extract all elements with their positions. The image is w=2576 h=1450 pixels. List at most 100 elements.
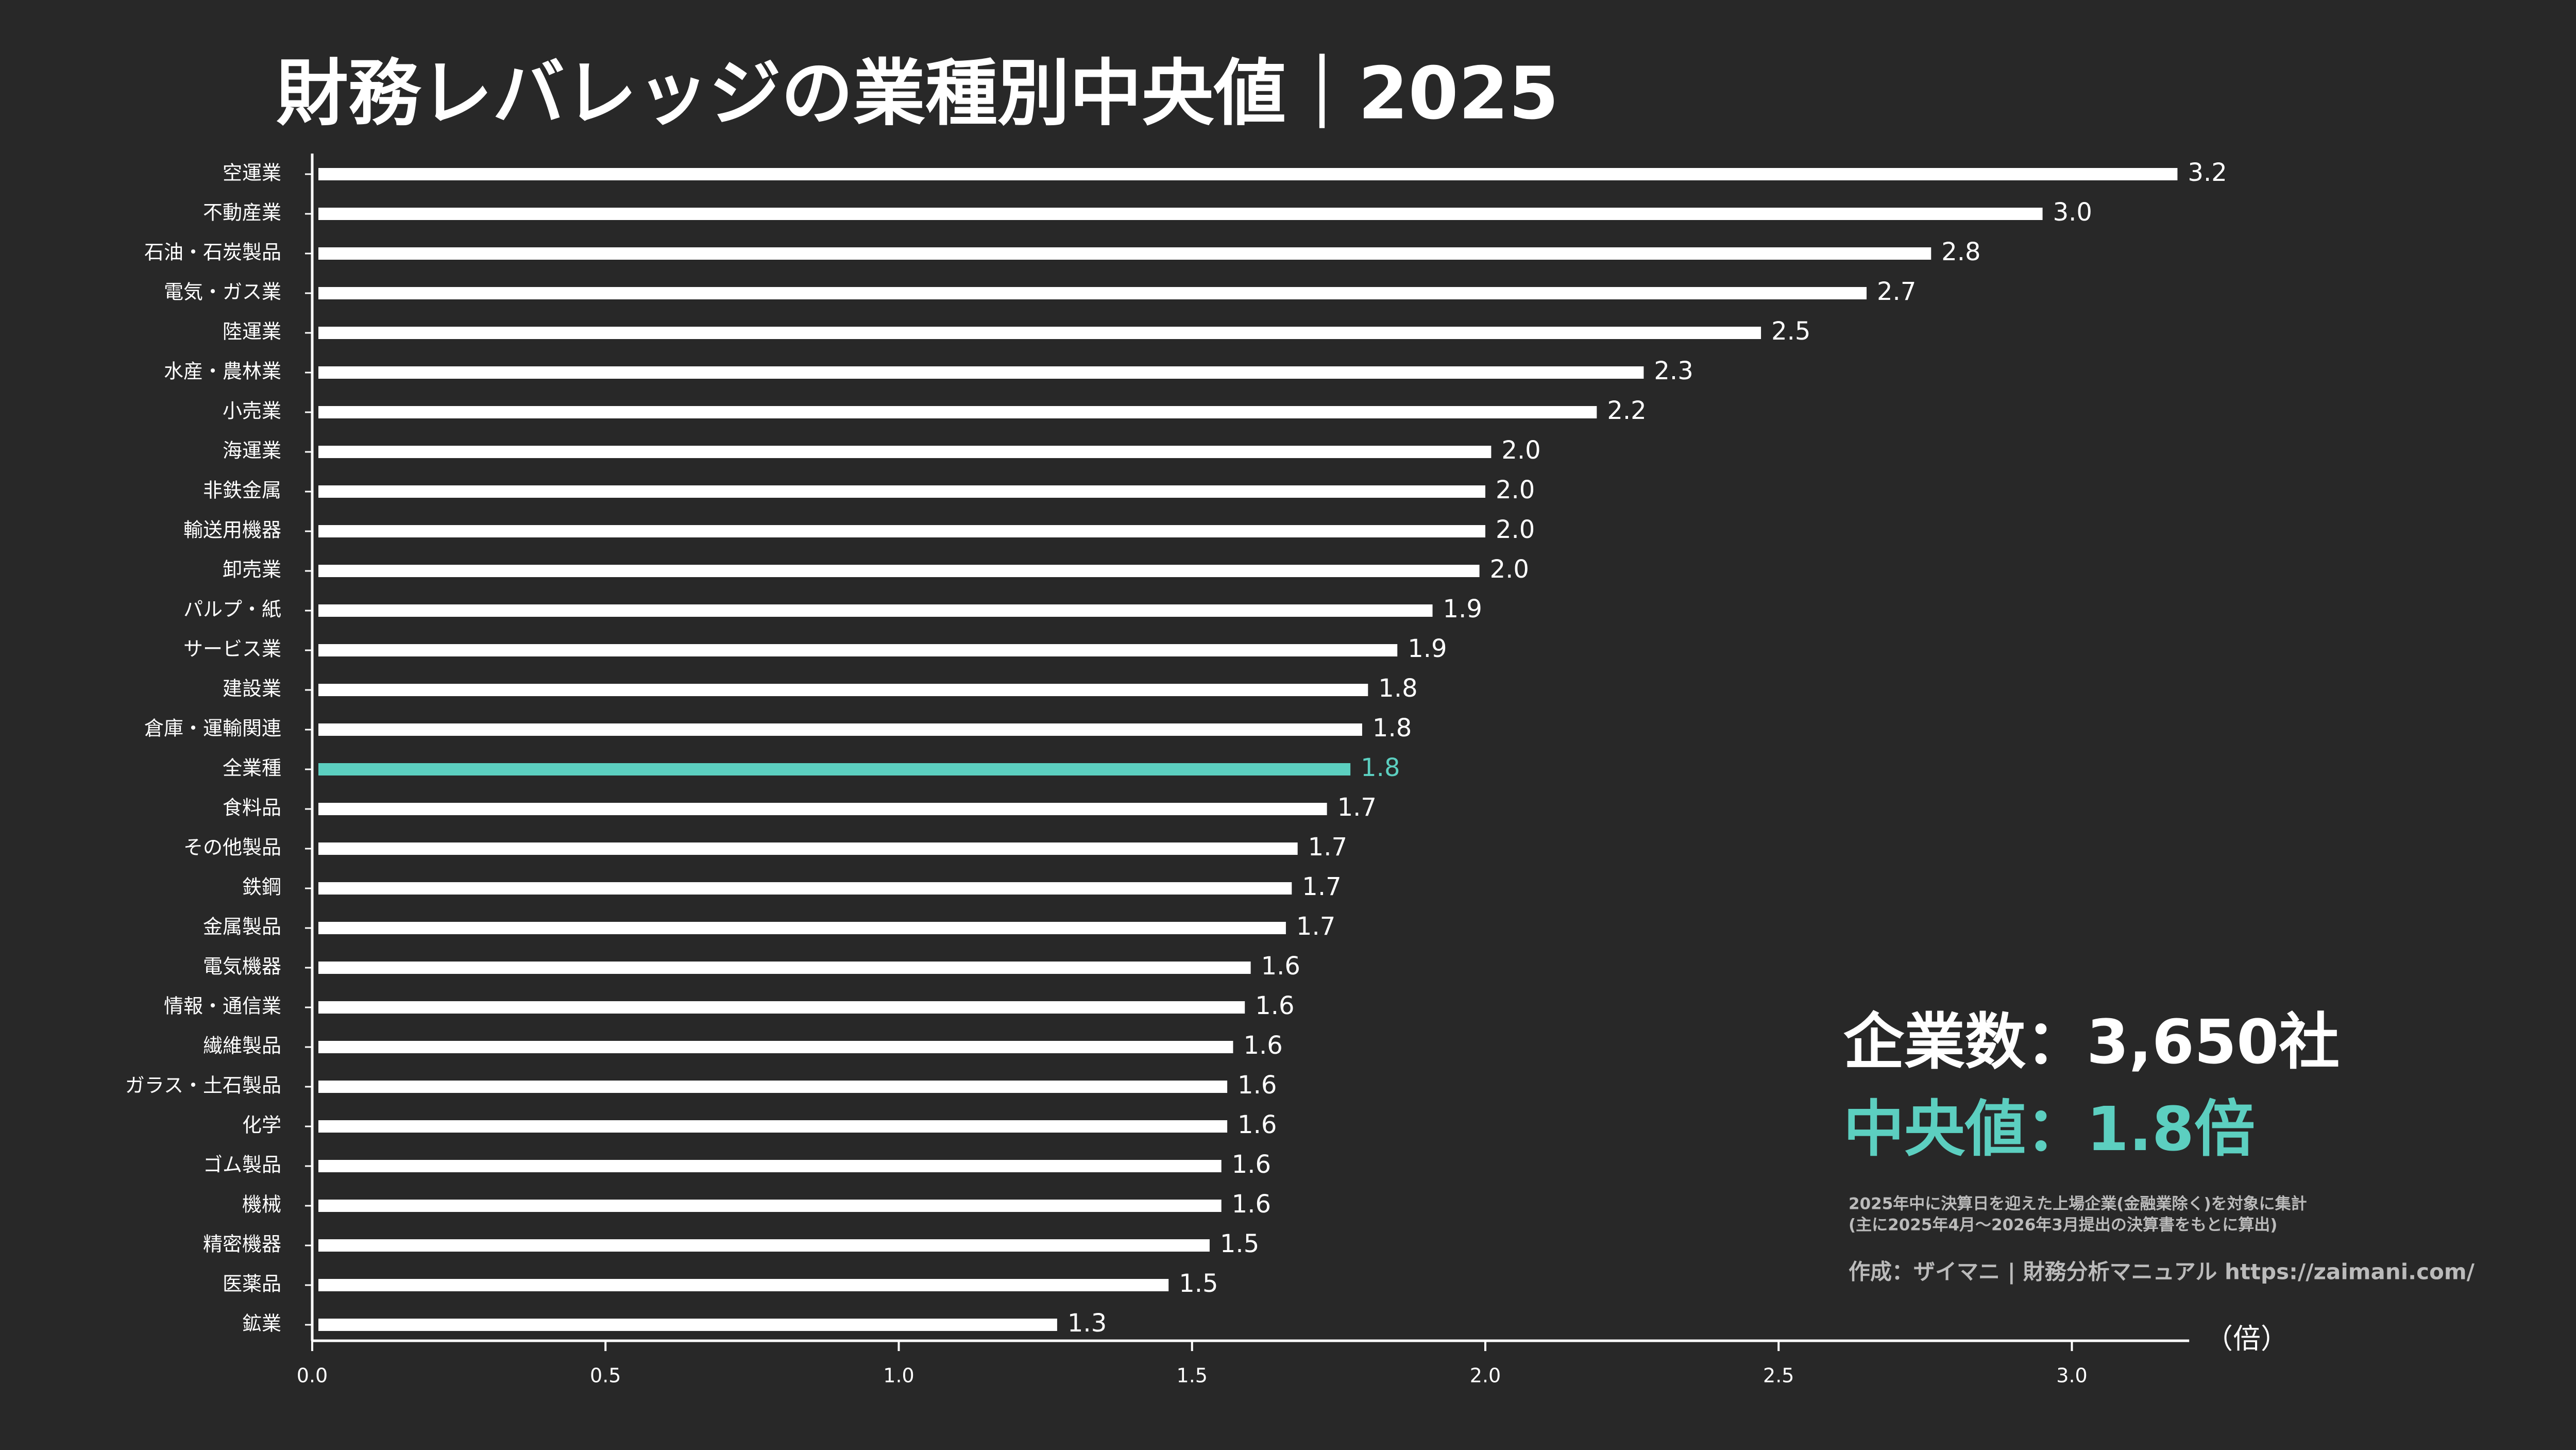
y-tick-label: 輸送用機器 (183, 519, 281, 542)
y-tick-label: 小売業 (223, 400, 281, 423)
x-tick-label: 1.5 (1177, 1364, 1208, 1387)
bar (318, 644, 1398, 656)
value-label: 1.7 (1337, 793, 1377, 822)
y-tick-label: 電気機器 (203, 955, 281, 978)
bar (318, 327, 1761, 339)
value-label: 1.5 (1179, 1269, 1218, 1298)
value-label: 1.6 (1238, 1071, 1277, 1100)
value-label: 1.6 (1255, 991, 1294, 1020)
bar (318, 1081, 1228, 1093)
bar (318, 1160, 1222, 1172)
value-label: 1.8 (1361, 753, 1400, 782)
bar (318, 208, 2043, 220)
value-label: 1.6 (1232, 1150, 1271, 1179)
y-tick-label: サービス業 (183, 638, 281, 661)
bar (318, 366, 1644, 379)
x-tick-label: 0.5 (590, 1364, 621, 1387)
value-label: 2.7 (1877, 277, 1916, 306)
value-label: 2.0 (1496, 476, 1535, 504)
y-tick-label: 鉱業 (242, 1312, 281, 1335)
bar (318, 604, 1433, 617)
bar (318, 1279, 1169, 1291)
note: 2025年中に決算日を迎えた上場企業(金融業除く)を対象に集計 (1849, 1195, 2307, 1213)
bar (318, 803, 1327, 815)
y-tick-label: 空運業 (223, 162, 281, 184)
y-tick-label: ガラス・土石製品 (125, 1074, 281, 1097)
value-label: 1.9 (1443, 595, 1482, 623)
bar (318, 882, 1292, 895)
bar (318, 525, 1485, 537)
value-label: 1.8 (1378, 674, 1417, 703)
bar (318, 1239, 1210, 1252)
y-tick-label: 情報・通信業 (164, 995, 281, 1018)
bar (318, 446, 1492, 458)
value-label: 2.0 (1501, 436, 1540, 465)
bar (318, 1041, 1233, 1053)
value-label: 1.9 (1408, 634, 1447, 663)
credit: 作成：ザイマニ | 財務分析マニュアル https://zaimani.com/ (1849, 1259, 2475, 1285)
median-text: 中央値：1.8倍 (1843, 1093, 2255, 1165)
y-tick-label: パルプ・紙 (183, 598, 281, 621)
bar (318, 723, 1362, 736)
x-unit: （倍） (2205, 1323, 2289, 1355)
value-label: 1.8 (1372, 714, 1412, 743)
y-tick-label: 医薬品 (223, 1273, 281, 1295)
value-label: 1.6 (1238, 1110, 1277, 1139)
value-label: 2.8 (1941, 238, 1980, 266)
bar (318, 684, 1368, 696)
value-label: 2.3 (1654, 357, 1693, 385)
value-label: 1.5 (1220, 1229, 1259, 1258)
value-label: 1.6 (1261, 952, 1300, 981)
company-count: 企業数：3,650社 (1843, 1006, 2340, 1077)
bar (318, 763, 1351, 775)
y-tick-label: 化学 (242, 1114, 281, 1137)
x-tick-label: 3.0 (2056, 1364, 2087, 1387)
x-tick-label: 2.0 (1470, 1364, 1501, 1387)
y-tick-label: 繊維製品 (203, 1035, 281, 1057)
bar (318, 922, 1286, 934)
bar (318, 287, 1867, 299)
y-tick-label: 全業種 (223, 757, 281, 780)
value-label: 1.7 (1308, 833, 1347, 862)
x-tick-label: 1.0 (883, 1364, 914, 1387)
y-tick-label: 卸売業 (223, 559, 281, 581)
y-tick-label: 非鉄金属 (203, 479, 281, 502)
bar (318, 1120, 1228, 1133)
x-tick-label: 2.5 (1763, 1364, 1794, 1387)
bar (318, 1200, 1222, 1212)
value-label: 3.0 (2053, 198, 2092, 227)
y-tick-label: 精密機器 (203, 1233, 281, 1256)
y-tick-label: 鉄鋼 (242, 876, 281, 899)
y-tick-label: 水産・農林業 (164, 360, 281, 383)
bar (318, 247, 1931, 260)
bar (318, 1319, 1057, 1331)
y-tick-label: 不動産業 (203, 201, 281, 224)
value-label: 1.3 (1067, 1309, 1107, 1338)
y-tick-label: 食料品 (223, 797, 281, 819)
bar (318, 485, 1485, 498)
x-tick-label: 0.0 (297, 1364, 328, 1387)
y-tick-label: 倉庫・運輸関連 (144, 717, 281, 740)
bar (318, 565, 1480, 577)
value-label: 2.2 (1607, 396, 1646, 425)
value-label: 1.7 (1302, 872, 1341, 901)
bar (318, 1001, 1245, 1014)
y-tick-label: 建設業 (223, 678, 281, 700)
bar (318, 962, 1251, 974)
value-label: 2.0 (1490, 555, 1529, 584)
value-label: 1.7 (1296, 912, 1335, 941)
y-tick-label: 機械 (242, 1193, 281, 1216)
y-tick-label: 石油・石炭製品 (144, 241, 281, 264)
bar (318, 406, 1597, 418)
bar (318, 168, 2178, 180)
y-tick-label: 電気・ガス業 (164, 281, 281, 304)
bar (318, 842, 1298, 855)
chart-title: 財務レバレッジの業種別中央値｜2025 (276, 52, 1559, 136)
y-tick-label: ゴム製品 (203, 1154, 281, 1176)
y-tick-label: 陸運業 (223, 321, 281, 343)
y-tick-label: 海運業 (223, 440, 281, 462)
value-label: 1.6 (1232, 1190, 1271, 1219)
value-label: 3.2 (2188, 158, 2227, 187)
note: (主に2025年4月～2026年3月提出の決算書をもとに算出) (1849, 1216, 2277, 1235)
